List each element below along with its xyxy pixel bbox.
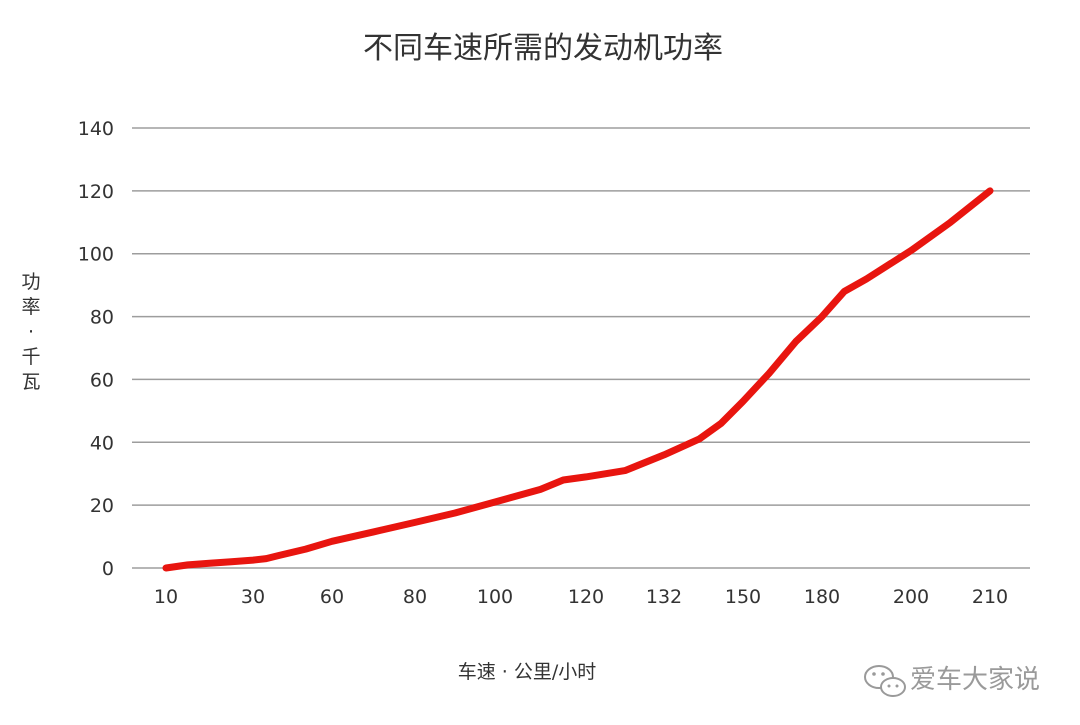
y-axis-label-char: 功 [21,271,40,293]
gridlines [132,127,1030,569]
y-axis-label-char: · [28,321,34,343]
y-tick-label: 140 [78,118,114,140]
chart-title: 不同车速所需的发动机功率 [363,31,723,66]
x-tick-label: 80 [403,586,427,608]
series-line-power [162,187,994,572]
y-tick-labels: 0 20 40 60 80 100 120 140 [78,118,114,580]
x-axis-label: 车速 · 公里/小时 [458,661,597,683]
y-axis-label-char: 千 [21,346,40,368]
x-tick-label: 60 [320,586,344,608]
watermark-text: 爱车大家说 [910,665,1040,695]
x-tick-label: 100 [477,586,513,608]
y-axis-label-char: 瓦 [21,371,40,393]
x-tick-label: 120 [568,586,604,608]
y-tick-label: 120 [78,181,114,203]
x-tick-label: 200 [893,586,929,608]
y-tick-label: 20 [90,495,114,517]
x-tick-labels: 10 30 60 80 100 120 132 150 180 200 210 [154,586,1008,608]
x-tick-label: 132 [646,586,682,608]
y-tick-label: 40 [90,432,114,454]
y-axis-label-char: 率 [21,296,40,318]
x-tick-label: 150 [725,586,761,608]
y-tick-label: 0 [102,558,114,580]
x-tick-label: 180 [804,586,840,608]
x-tick-label: 30 [241,586,265,608]
y-tick-label: 80 [90,307,114,329]
watermark: 爱车大家说 [864,665,1040,697]
x-tick-label: 210 [972,586,1008,608]
y-tick-label: 100 [78,244,114,266]
wechat-icon [864,665,906,697]
x-tick-label: 10 [154,586,178,608]
y-axis-label: 功率 · 千瓦 [21,271,40,393]
y-tick-label: 60 [90,369,114,391]
